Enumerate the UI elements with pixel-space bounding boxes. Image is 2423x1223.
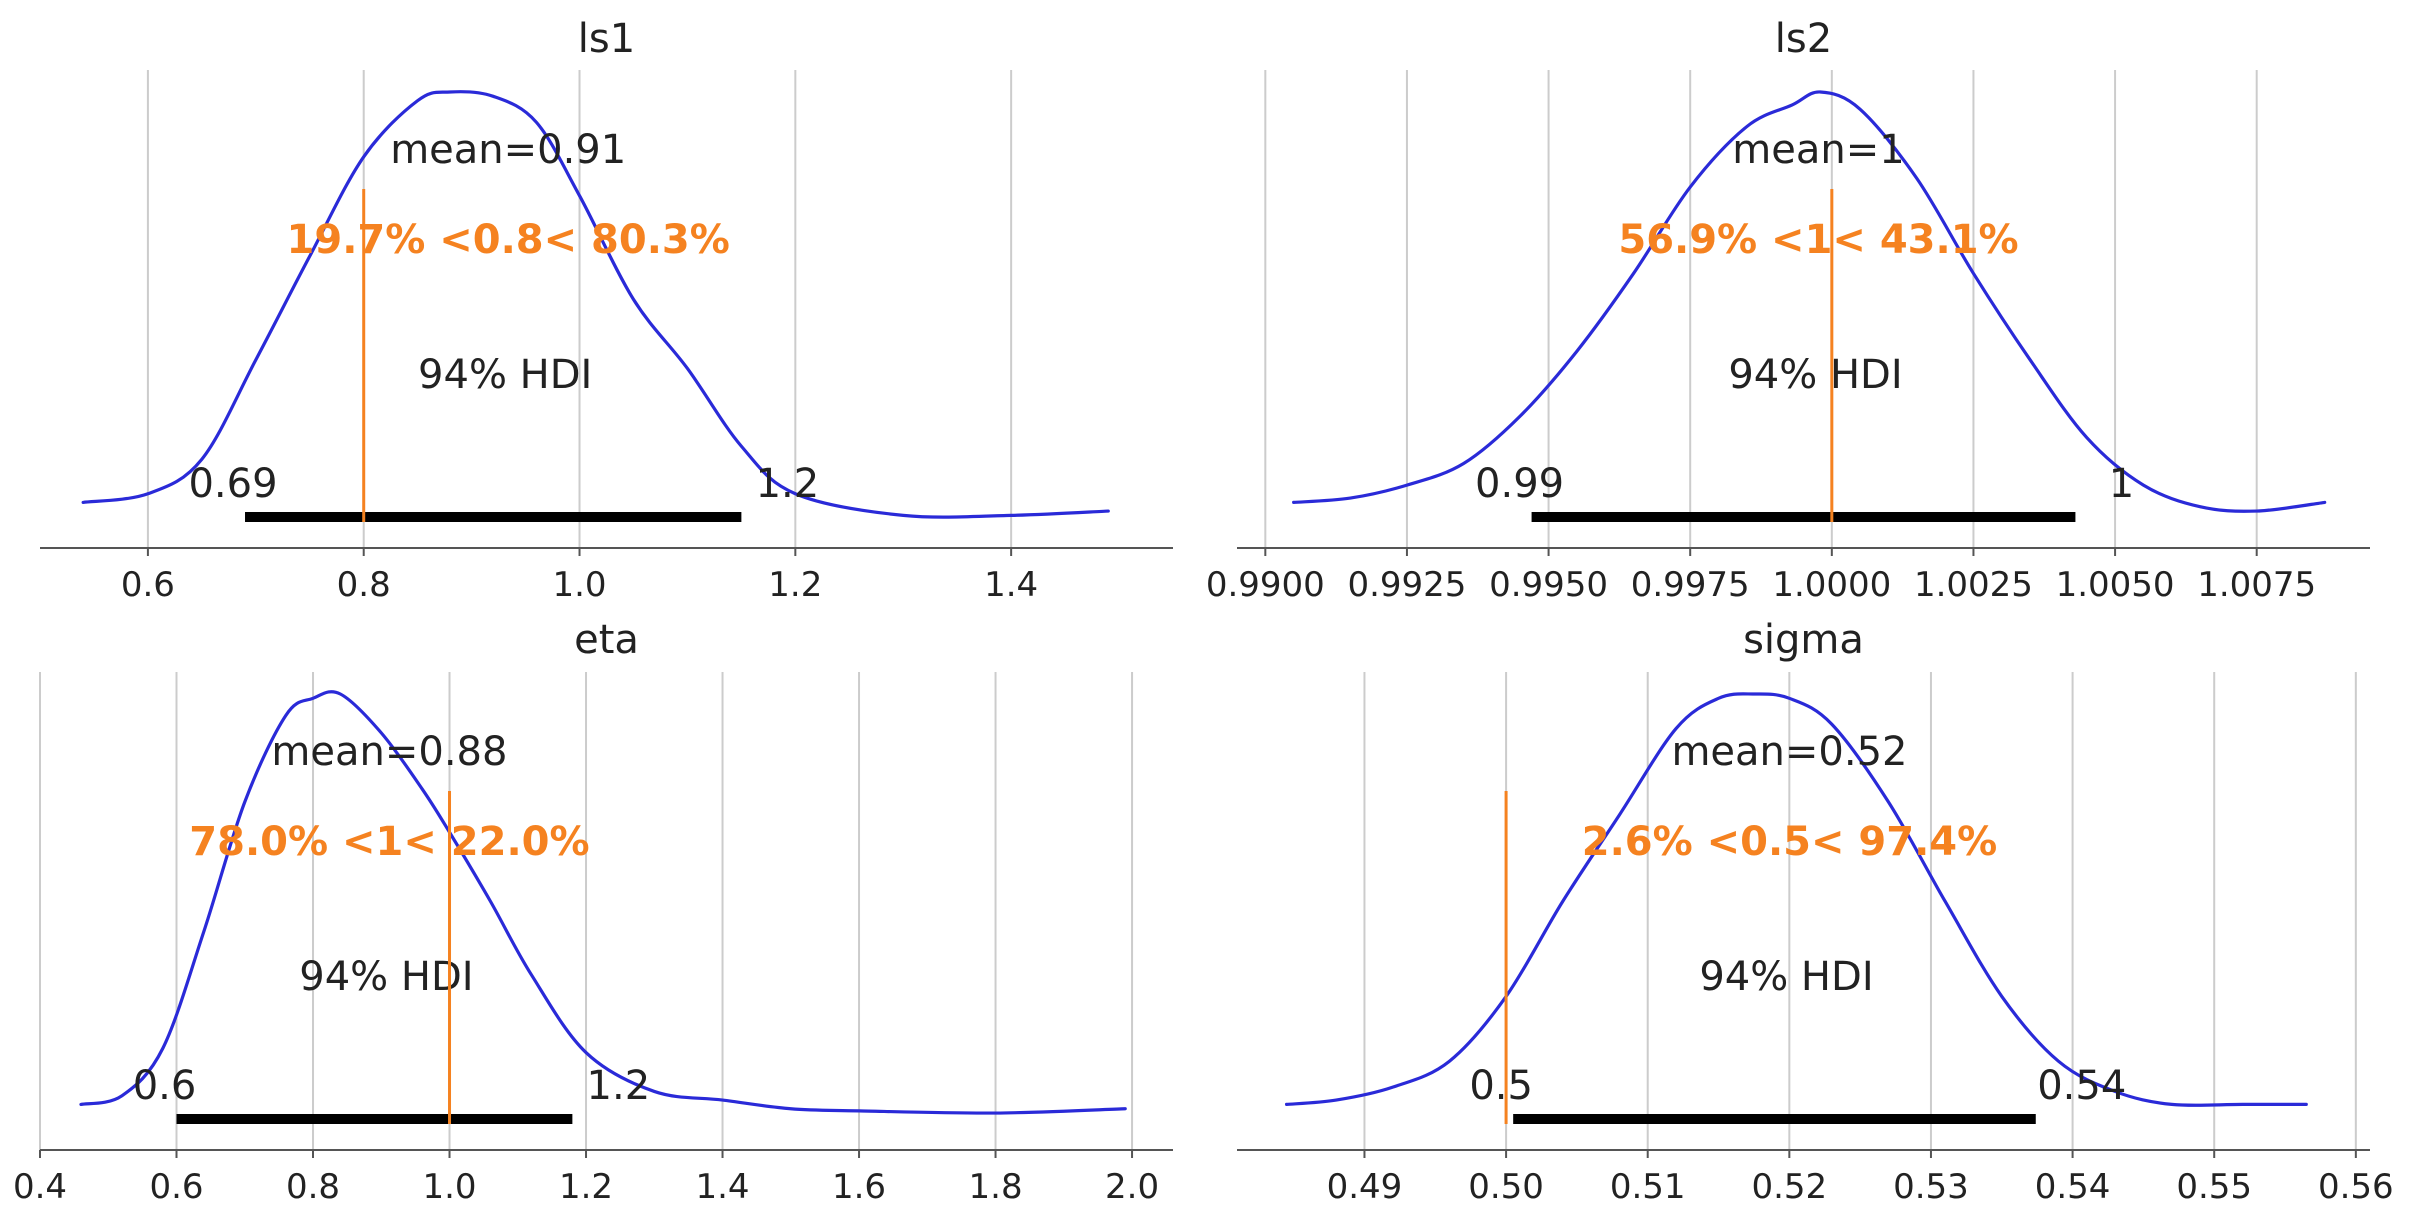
x-tick-label: 1.0	[422, 1167, 476, 1207]
panel-title: sigma	[1743, 617, 1864, 663]
x-tick-label: 0.8	[337, 565, 391, 605]
hdi-low-label: 0.99	[1475, 461, 1564, 507]
hdi-label: 94% HDI	[299, 954, 473, 1000]
x-tick-label: 1.6	[832, 1167, 886, 1207]
hdi-high-label: 1	[2109, 461, 2134, 507]
x-tick-label: 0.9900	[1206, 565, 1325, 605]
x-tick-label: 0.9950	[1489, 565, 1608, 605]
x-tick-label: 0.54	[2035, 1167, 2111, 1207]
reference-label: 2.6% <0.5< 97.4%	[1582, 819, 1997, 865]
x-tick-label: 2.0	[1105, 1167, 1159, 1207]
kde-curve	[81, 90, 1110, 519]
x-tick-label: 0.53	[1893, 1167, 1969, 1207]
mean-label: mean=0.88	[271, 729, 507, 775]
hdi-low-label: 0.5	[1469, 1063, 1533, 1109]
x-tick-label: 0.9925	[1347, 565, 1466, 605]
x-tick-label: 0.6	[149, 1167, 203, 1207]
x-tick-label: 1.0075	[2197, 565, 2316, 605]
reference-label: 78.0% <1< 22.0%	[189, 819, 589, 865]
x-tick-label: 0.6	[121, 565, 175, 605]
reference-label: 56.9% <1< 43.1%	[1618, 217, 2018, 263]
hdi-high-label: 1.2	[756, 461, 820, 507]
x-tick-label: 1.4	[695, 1167, 749, 1207]
panel-ls1: 0.6 0.8 1.0 1.2 1.4 ls1 0.69 1.2 94% HDI mean=0.9…	[40, 16, 1173, 605]
kde-curve	[1292, 90, 2327, 513]
x-tick-label: 0.56	[2318, 1167, 2394, 1207]
x-tick-label: 0.50	[1468, 1167, 1544, 1207]
panel-title: ls1	[578, 16, 635, 62]
kde-curve	[79, 690, 1127, 1115]
x-tick-label: 0.4	[13, 1167, 67, 1207]
hdi-label: 94% HDI	[418, 352, 592, 398]
mean-label: mean=0.91	[390, 127, 626, 173]
x-tick-label: 1.2	[559, 1167, 613, 1207]
hdi-low-label: 0.69	[188, 461, 277, 507]
kde-curve	[1284, 692, 2308, 1107]
x-tick-label: 1.2	[768, 565, 822, 605]
x-tick-label: 0.52	[1751, 1167, 1827, 1207]
panel-title: eta	[574, 617, 639, 663]
panel-title: ls2	[1775, 16, 1832, 62]
x-tick-label: 0.9975	[1631, 565, 1750, 605]
hdi-label: 94% HDI	[1699, 954, 1873, 1000]
mean-label: mean=0.52	[1671, 729, 1907, 775]
x-tick-label: 1.0025	[1914, 565, 2033, 605]
x-tick-label: 0.51	[1610, 1167, 1686, 1207]
hdi-label: 94% HDI	[1728, 352, 1902, 398]
hdi-low-label: 0.6	[133, 1063, 197, 1109]
panel-sigma: 0.49 0.50 0.51 0.52 0.53 0.54 0.55 0.56 sigma 0.5…	[1237, 617, 2394, 1207]
x-tick-label: 0.49	[1327, 1167, 1403, 1207]
x-tick-label: 1.0	[552, 565, 606, 605]
x-tick-label: 1.4	[984, 565, 1038, 605]
reference-label: 19.7% <0.8< 80.3%	[287, 217, 730, 263]
x-tick-label: 1.0000	[1772, 565, 1891, 605]
panel-eta: 0.4 0.6 0.8 1.0 1.2 1.4 1.6 1.8 2.0 eta 0.6 1.2 94% …	[13, 617, 1173, 1207]
x-tick-label: 0.55	[2176, 1167, 2252, 1207]
mean-label: mean=1	[1732, 127, 1904, 173]
x-tick-label: 0.8	[286, 1167, 340, 1207]
x-tick-label: 1.8	[969, 1167, 1023, 1207]
hdi-high-label: 0.54	[2037, 1063, 2126, 1109]
panel-ls2: 0.9900 0.9925 0.9950 0.9975 1.0000 1.0025 1.00…	[1206, 16, 2370, 605]
x-tick-label: 1.0050	[2056, 565, 2175, 605]
hdi-high-label: 1.2	[587, 1063, 651, 1109]
